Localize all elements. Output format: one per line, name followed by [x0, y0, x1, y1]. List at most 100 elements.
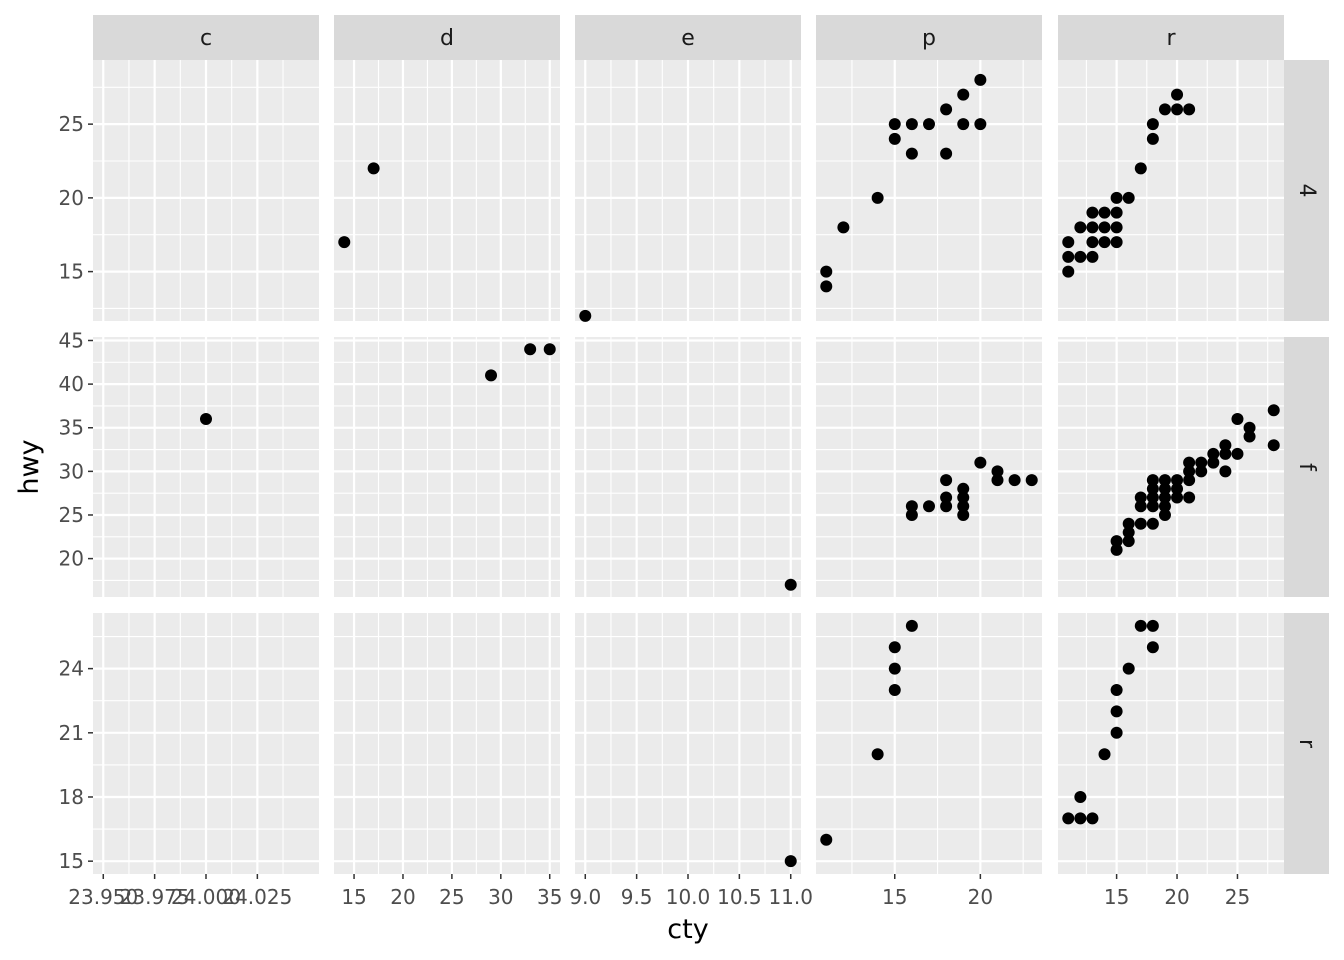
- data-point: [957, 500, 970, 513]
- x-tick-label: 9.5: [621, 885, 653, 909]
- y-axis-title: hwy: [14, 439, 45, 494]
- facet-row-strip-label-r: r: [1294, 739, 1319, 749]
- data-point: [1098, 236, 1111, 249]
- y-tick-label: 20: [59, 547, 84, 571]
- data-point: [1146, 132, 1159, 145]
- data-point: [1122, 662, 1135, 675]
- x-tick-label: 15: [1104, 885, 1129, 909]
- data-point: [1134, 491, 1147, 504]
- data-point: [820, 280, 833, 293]
- y-tick-label: 20: [59, 186, 84, 210]
- data-point: [1158, 500, 1171, 513]
- data-point: [1086, 206, 1099, 219]
- data-point: [1122, 517, 1135, 530]
- y-tick-label: 18: [59, 785, 84, 809]
- panel-f-r: [1058, 337, 1284, 597]
- facet-strip-label-c: c: [200, 26, 212, 51]
- data-point: [1183, 465, 1196, 478]
- data-point: [888, 641, 901, 654]
- data-point: [1074, 250, 1087, 263]
- data-point: [524, 343, 537, 356]
- panel-f-d: [334, 337, 560, 597]
- facet-strip-d: [334, 15, 560, 60]
- panel-4-p: [816, 60, 1042, 321]
- data-point: [1062, 265, 1075, 278]
- data-point: [1219, 447, 1232, 460]
- data-point: [1110, 221, 1123, 234]
- data-point: [1146, 517, 1159, 530]
- x-tick-label: 20: [968, 885, 993, 909]
- data-point: [1207, 447, 1220, 460]
- data-point: [1219, 439, 1232, 452]
- x-tick-label: 20: [1164, 885, 1189, 909]
- y-tick-label: 35: [59, 416, 84, 440]
- facet-row-strip-f: [1284, 337, 1329, 597]
- data-point: [1171, 482, 1184, 495]
- data-point: [905, 619, 918, 632]
- data-point: [888, 132, 901, 145]
- data-point: [1086, 250, 1099, 263]
- panel-r-p: [816, 613, 1042, 874]
- data-point: [1195, 465, 1208, 478]
- data-point: [1074, 812, 1087, 825]
- facet-strip-label-e: e: [681, 26, 695, 51]
- data-point: [1183, 474, 1196, 487]
- y-tick-label: 25: [59, 503, 84, 527]
- data-point: [940, 147, 953, 160]
- data-point: [905, 508, 918, 521]
- panel-4-r: [1058, 60, 1284, 321]
- data-point: [1110, 191, 1123, 204]
- data-point: [888, 684, 901, 697]
- data-point: [923, 118, 935, 131]
- facet-strip-label-r: r: [1166, 26, 1176, 51]
- x-tick-label: 23.950: [68, 885, 138, 909]
- data-point: [905, 500, 918, 513]
- data-point: [1158, 103, 1171, 116]
- data-point: [1146, 641, 1159, 654]
- data-point: [1062, 250, 1075, 263]
- panel-4-d: [334, 60, 560, 321]
- facet-row-strip-label-4: 4: [1294, 184, 1319, 198]
- panel-r-d: [334, 613, 560, 874]
- data-point: [905, 118, 918, 131]
- x-tick-label: 15: [341, 885, 366, 909]
- x-tick-label: 9.0: [569, 885, 601, 909]
- data-point: [1146, 619, 1159, 632]
- data-point: [1207, 456, 1220, 469]
- data-point: [1171, 88, 1184, 101]
- data-point: [1008, 474, 1021, 487]
- data-point: [1086, 221, 1099, 234]
- data-point: [1134, 517, 1147, 530]
- facet-strip-p: [816, 15, 1042, 60]
- data-point: [1183, 456, 1196, 469]
- y-tick-label: 15: [59, 849, 84, 873]
- data-point: [974, 73, 987, 86]
- data-point: [1183, 103, 1196, 116]
- data-point: [820, 265, 833, 278]
- data-point: [1134, 500, 1147, 513]
- data-point: [1025, 474, 1038, 487]
- x-tick-label: 10.0: [666, 885, 711, 909]
- data-point: [1219, 465, 1232, 478]
- panel-r-r: [1058, 613, 1284, 874]
- data-point: [974, 118, 987, 131]
- data-point: [837, 221, 850, 234]
- data-point: [1183, 491, 1196, 504]
- x-tick-label: 30: [488, 885, 513, 909]
- data-point: [1098, 748, 1111, 761]
- data-point: [1171, 491, 1184, 504]
- facet-strip-e: [575, 15, 801, 60]
- data-point: [1110, 535, 1123, 548]
- data-point: [1158, 474, 1171, 487]
- data-point: [200, 413, 212, 426]
- data-point: [940, 491, 953, 504]
- data-point: [784, 578, 797, 591]
- data-point: [1158, 491, 1171, 504]
- y-tick-label: 45: [59, 328, 84, 352]
- data-point: [1146, 482, 1159, 495]
- x-tick-label: 10.5: [717, 885, 762, 909]
- data-point: [1110, 684, 1123, 697]
- data-point: [1098, 221, 1111, 234]
- x-tick-label: 11.0: [768, 885, 813, 909]
